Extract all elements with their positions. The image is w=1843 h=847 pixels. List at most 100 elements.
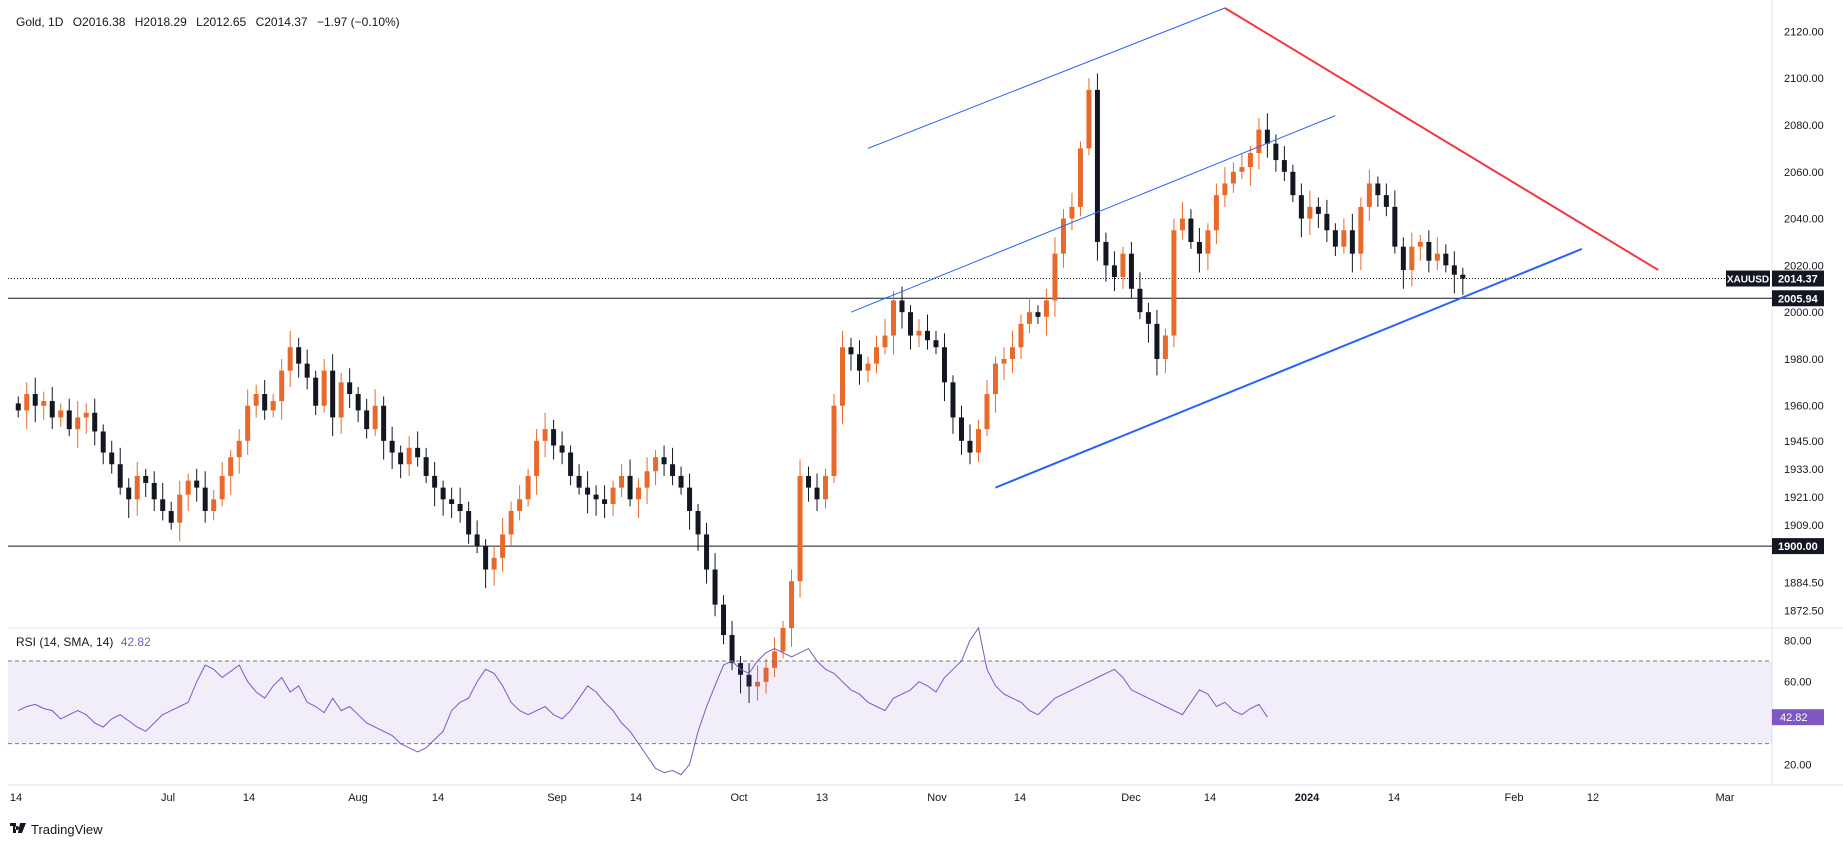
candle-body — [678, 475, 684, 488]
candle-body — [1290, 171, 1296, 196]
candle-body — [49, 401, 55, 418]
outer-channel-line — [867, 7, 1226, 149]
time-tick-label: 14 — [243, 792, 255, 804]
candle-body — [228, 457, 234, 476]
candle-body — [789, 581, 795, 628]
candle-body — [1273, 143, 1279, 161]
candle-body — [941, 347, 947, 383]
candle-body — [304, 363, 310, 378]
candle-body — [1358, 206, 1364, 254]
candle-body — [1120, 253, 1126, 278]
price-tick-label: 2060.00 — [1784, 167, 1824, 179]
candle-body — [32, 394, 38, 406]
time-tick-label: 14 — [1204, 792, 1216, 804]
candle-body — [857, 354, 863, 371]
candle-body — [279, 370, 285, 402]
price-tick-label: 2020.00 — [1784, 260, 1824, 272]
candle-body — [321, 370, 327, 406]
price-tag-label: 2014.37 — [1778, 274, 1818, 286]
candle-body — [975, 429, 981, 453]
candle-body — [58, 410, 64, 418]
candle-body — [525, 475, 531, 500]
symbol-tag-label: XAUUSD — [1727, 275, 1769, 286]
candle-body — [466, 511, 472, 535]
candle-body — [992, 363, 998, 395]
candle-body — [491, 557, 497, 570]
candle-body — [763, 667, 769, 682]
brand[interactable]: TradingView — [10, 822, 103, 837]
candle-body — [772, 651, 778, 668]
candle-body — [967, 440, 973, 453]
candle-body — [1213, 195, 1219, 231]
candle-body — [1111, 265, 1117, 278]
price-tick-label: 1960.00 — [1784, 401, 1824, 413]
rsi-tick-label: 20.00 — [1784, 759, 1812, 771]
candle-body — [508, 511, 514, 535]
candle-body — [134, 475, 140, 500]
rsi-tick-label: 60.00 — [1784, 677, 1812, 689]
price-tick-label: 1909.00 — [1784, 520, 1824, 532]
candle-body — [619, 475, 625, 488]
price-tick-label: 2100.00 — [1784, 73, 1824, 85]
candle-body — [823, 475, 829, 500]
time-tick-label: 14 — [630, 792, 642, 804]
candle-body — [483, 546, 489, 570]
candle-body — [907, 312, 913, 336]
time-tick-label: 2024 — [1295, 792, 1320, 804]
candle-body — [1375, 183, 1381, 196]
candle-body — [780, 628, 786, 652]
candle-body — [1324, 213, 1330, 231]
candle-body — [593, 494, 599, 500]
candle-body — [415, 447, 421, 458]
candle-body — [1018, 323, 1024, 348]
time-tick-label: 14 — [1014, 792, 1026, 804]
open-value: O2016.38 — [72, 15, 126, 29]
candle-body — [75, 417, 81, 430]
high-value: H2018.29 — [134, 15, 187, 29]
candle-body — [1103, 241, 1109, 266]
candle-body — [602, 499, 608, 504]
candle-body — [1332, 230, 1338, 247]
candle-body — [160, 499, 166, 512]
candle-body — [950, 382, 956, 418]
price-tag-label: 2005.94 — [1778, 293, 1819, 305]
price-tick-label: 1884.50 — [1784, 577, 1824, 589]
candle-body — [627, 475, 633, 500]
candle-body — [729, 635, 735, 664]
time-tick-label: 13 — [816, 792, 828, 804]
candle-body — [474, 534, 480, 547]
candle-body — [1179, 218, 1185, 231]
candle-body — [449, 499, 455, 504]
candle-body — [338, 382, 344, 418]
price-tick-label: 1980.00 — [1784, 354, 1824, 366]
candle-body — [1128, 253, 1134, 289]
candle-body — [211, 499, 217, 512]
candle-body — [542, 429, 548, 441]
candle-body — [534, 440, 540, 476]
candle-body — [432, 475, 438, 488]
candle-body — [568, 452, 574, 476]
candle-body — [712, 569, 718, 605]
price-tick-label: 1872.50 — [1784, 605, 1824, 617]
candle-body — [92, 412, 98, 432]
rsi-header: RSI (14, SMA, 14) 42.82 — [16, 635, 151, 649]
candle-body — [1043, 300, 1049, 317]
candle-body — [1009, 347, 1015, 359]
candle-body — [865, 363, 871, 371]
candle-body — [916, 330, 922, 336]
candle-body — [653, 457, 659, 472]
candle-body — [236, 440, 242, 458]
candle-body — [41, 401, 47, 406]
candle-body — [117, 464, 123, 488]
candle-body — [687, 487, 693, 512]
candle-body — [330, 370, 336, 418]
rsi-value-tag — [1772, 709, 1824, 726]
candle-body — [457, 504, 463, 512]
rsi-label: RSI (14, SMA, 14) — [16, 635, 114, 649]
candle-body — [695, 511, 701, 535]
close-value: C2014.37 — [255, 15, 308, 29]
candle-body — [755, 681, 761, 687]
candle-body — [585, 487, 591, 495]
candle-body — [372, 405, 378, 430]
